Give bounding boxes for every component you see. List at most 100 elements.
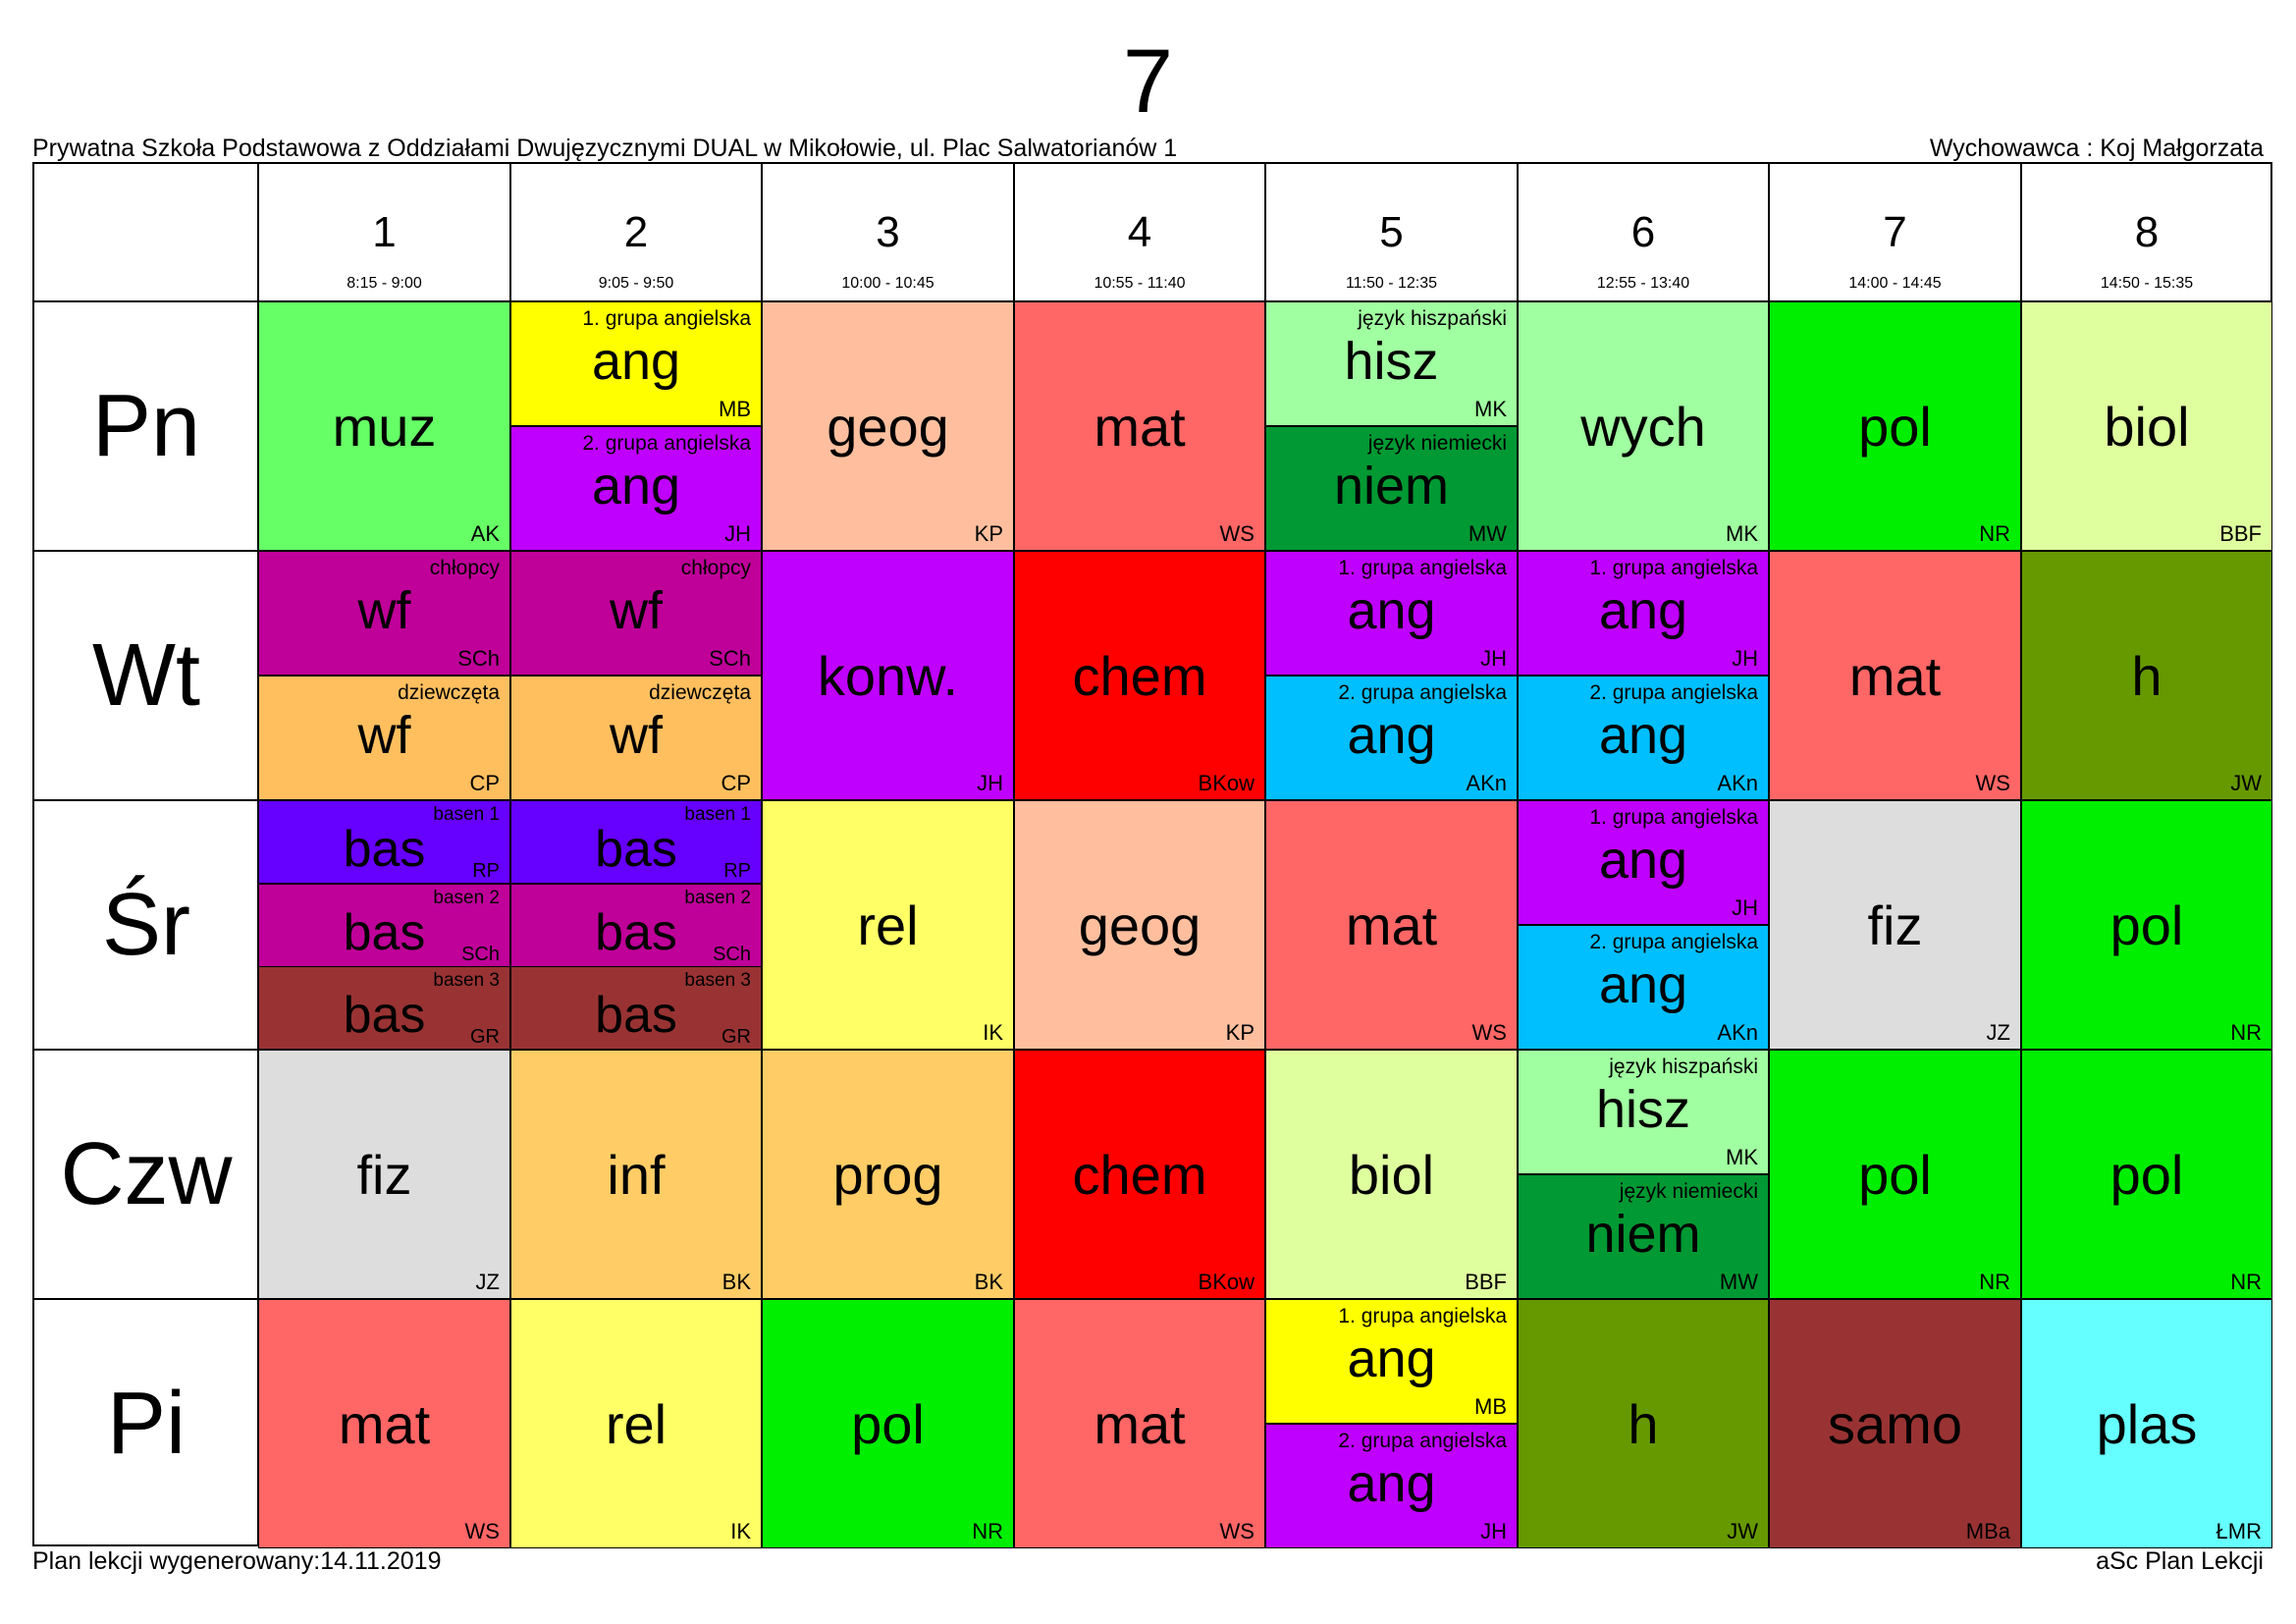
lesson-group: basen 2 [684,888,751,908]
lesson-teacher: JZ [1986,1020,2010,1045]
lesson-subject: biol [1348,1144,1435,1206]
lesson-cell[interactable]: h JW [1518,1299,1769,1548]
period-number: 4 [1127,208,1152,256]
period-time: 9:05 - 9:50 [598,275,674,292]
lesson-cell[interactable]: dziewczęta wf CP [258,676,510,800]
lesson-subject: rel [857,894,919,956]
lesson-teacher: SCh [709,646,751,671]
lesson-cell[interactable]: chłopcy wf SCh [510,551,762,676]
lesson-cell[interactable]: geog KP [1014,800,1265,1050]
period-time: 12:55 - 13:40 [1596,275,1690,292]
lesson-cell[interactable]: chem BKow [1014,1050,1265,1299]
lesson-cell[interactable]: mat WS [1265,800,1518,1050]
lesson-teacher: JH [1480,1519,1507,1543]
lesson-cell[interactable]: pol NR [1769,301,2021,551]
lesson-teacher: WS [1471,1020,1507,1045]
lesson-teacher: NR [972,1519,1003,1543]
lesson-group: język hiszpański [1358,307,1507,330]
lesson-teacher: BBF [1465,1270,1507,1294]
lesson-cell[interactable]: prog BK [762,1050,1014,1299]
lesson-cell[interactable]: pol NR [762,1299,1014,1548]
lesson-cell[interactable]: basen 2 bas SCh [510,884,762,967]
lesson-cell[interactable]: 1. grupa angielska ang JH [1265,551,1518,676]
lesson-cell[interactable]: chłopcy wf SCh [258,551,510,676]
lesson-teacher: MBa [1965,1519,2010,1543]
lesson-cell[interactable]: fiz JZ [1769,800,2021,1050]
lesson-cell[interactable]: geog KP [762,301,1014,551]
lesson-cell[interactable]: mat WS [1014,301,1265,551]
lesson-cell[interactable]: basen 3 bas GR [510,966,762,1050]
lesson-cell[interactable]: biol BBF [1265,1050,1518,1299]
period-number: 7 [1883,208,1907,256]
lesson-cell[interactable]: mat WS [258,1299,510,1548]
lesson-cell[interactable]: język hiszpański hisz MK [1265,301,1518,426]
lesson-subject: pol [2109,894,2184,956]
lesson-teacher: WS [464,1519,500,1543]
lesson-cell[interactable]: 1. grupa angielska ang MB [1265,1299,1518,1424]
period-number: 2 [623,208,649,256]
lesson-cell[interactable]: 2. grupa angielska ang AKn [1518,676,1769,800]
lesson-cell[interactable]: muz AK [258,301,510,551]
lesson-cell[interactable]: 2. grupa angielska ang JH [510,426,762,551]
period-number: 5 [1379,208,1404,256]
lesson-group: basen 3 [684,970,751,991]
lesson-subject: samo [1828,1393,1962,1455]
lesson-cell[interactable]: język hiszpański hisz MK [1518,1050,1769,1174]
lesson-cell[interactable]: 2. grupa angielska ang JH [1265,1424,1518,1548]
lesson-cell[interactable]: chem BKow [1014,551,1265,800]
lesson-cell[interactable]: plas ŁMR [2021,1299,2272,1548]
lesson-cell[interactable]: mat WS [1769,551,2021,800]
class-teacher: Wychowawca : Koj Małgorzata [1929,135,2264,162]
lesson-cell[interactable]: samo MBa [1769,1299,2021,1548]
lesson-cell[interactable]: język niemiecki niem MW [1518,1174,1769,1299]
lesson-cell[interactable]: 1. grupa angielska ang JH [1518,800,1769,925]
lesson-cell[interactable]: dziewczęta wf CP [510,676,762,800]
lesson-teacher: SCh [713,944,751,965]
lesson-cell[interactable]: pol NR [2021,800,2272,1050]
lesson-cell[interactable]: basen 1 bas RP [510,800,762,884]
day-label: Pn [91,376,201,475]
lesson-teacher: WS [1219,521,1255,546]
lesson-teacher: GR [721,1026,751,1048]
lesson-group: 1. grupa angielska [1589,557,1758,579]
period-header: 7 14:00 - 14:45 [1769,164,2021,301]
lesson-subject: wych [1580,396,1706,458]
lesson-teacher: BK [721,1270,751,1294]
lesson-teacher: BKow [1198,771,1255,795]
lesson-subject: bas [343,821,426,878]
lesson-cell[interactable]: język niemiecki niem MW [1265,426,1518,551]
lesson-teacher: MK [1474,397,1507,421]
lesson-cell[interactable]: h JW [2021,551,2272,800]
lesson-cell[interactable]: 1. grupa angielska ang JH [1518,551,1769,676]
lesson-subject: pol [2109,1144,2184,1206]
lesson-group: 1. grupa angielska [1589,806,1758,829]
lesson-cell[interactable]: pol NR [1769,1050,2021,1299]
lesson-teacher: JH [1732,646,1758,671]
lesson-group: język niemiecki [1619,1180,1758,1203]
lesson-cell[interactable]: basen 3 bas GR [258,966,510,1050]
lesson-teacher: CP [721,771,751,795]
lesson-subject: muz [332,396,437,458]
lesson-cell[interactable]: konw. JH [762,551,1014,800]
lesson-cell[interactable]: pol NR [2021,1050,2272,1299]
lesson-cell[interactable]: wych MK [1518,301,1769,551]
lesson-cell[interactable]: basen 2 bas SCh [258,884,510,967]
lesson-subject: niem [1333,457,1450,515]
lesson-cell[interactable]: fiz JZ [258,1050,510,1299]
lesson-cell[interactable]: biol BBF [2021,301,2272,551]
lesson-cell[interactable]: 2. grupa angielska ang AKn [1265,676,1518,800]
period-time: 14:00 - 14:45 [1848,275,1942,292]
lesson-cell[interactable]: 1. grupa angielska ang MB [510,301,762,426]
lesson-subject: rel [605,1393,667,1455]
lesson-subject: mat [1094,396,1186,458]
lesson-teacher: MB [1474,1394,1507,1419]
lesson-cell[interactable]: rel IK [510,1299,762,1548]
lesson-group: 2. grupa angielska [582,432,751,455]
lesson-cell[interactable]: rel IK [762,800,1014,1050]
lesson-cell[interactable]: inf BK [510,1050,762,1299]
lesson-cell[interactable]: basen 1 bas RP [258,800,510,884]
lesson-cell[interactable]: mat WS [1014,1299,1265,1548]
lesson-group: 2. grupa angielska [1338,681,1507,704]
lesson-cell[interactable]: 2. grupa angielska ang AKn [1518,925,1769,1050]
period-header: 3 10:00 - 10:45 [762,164,1014,301]
